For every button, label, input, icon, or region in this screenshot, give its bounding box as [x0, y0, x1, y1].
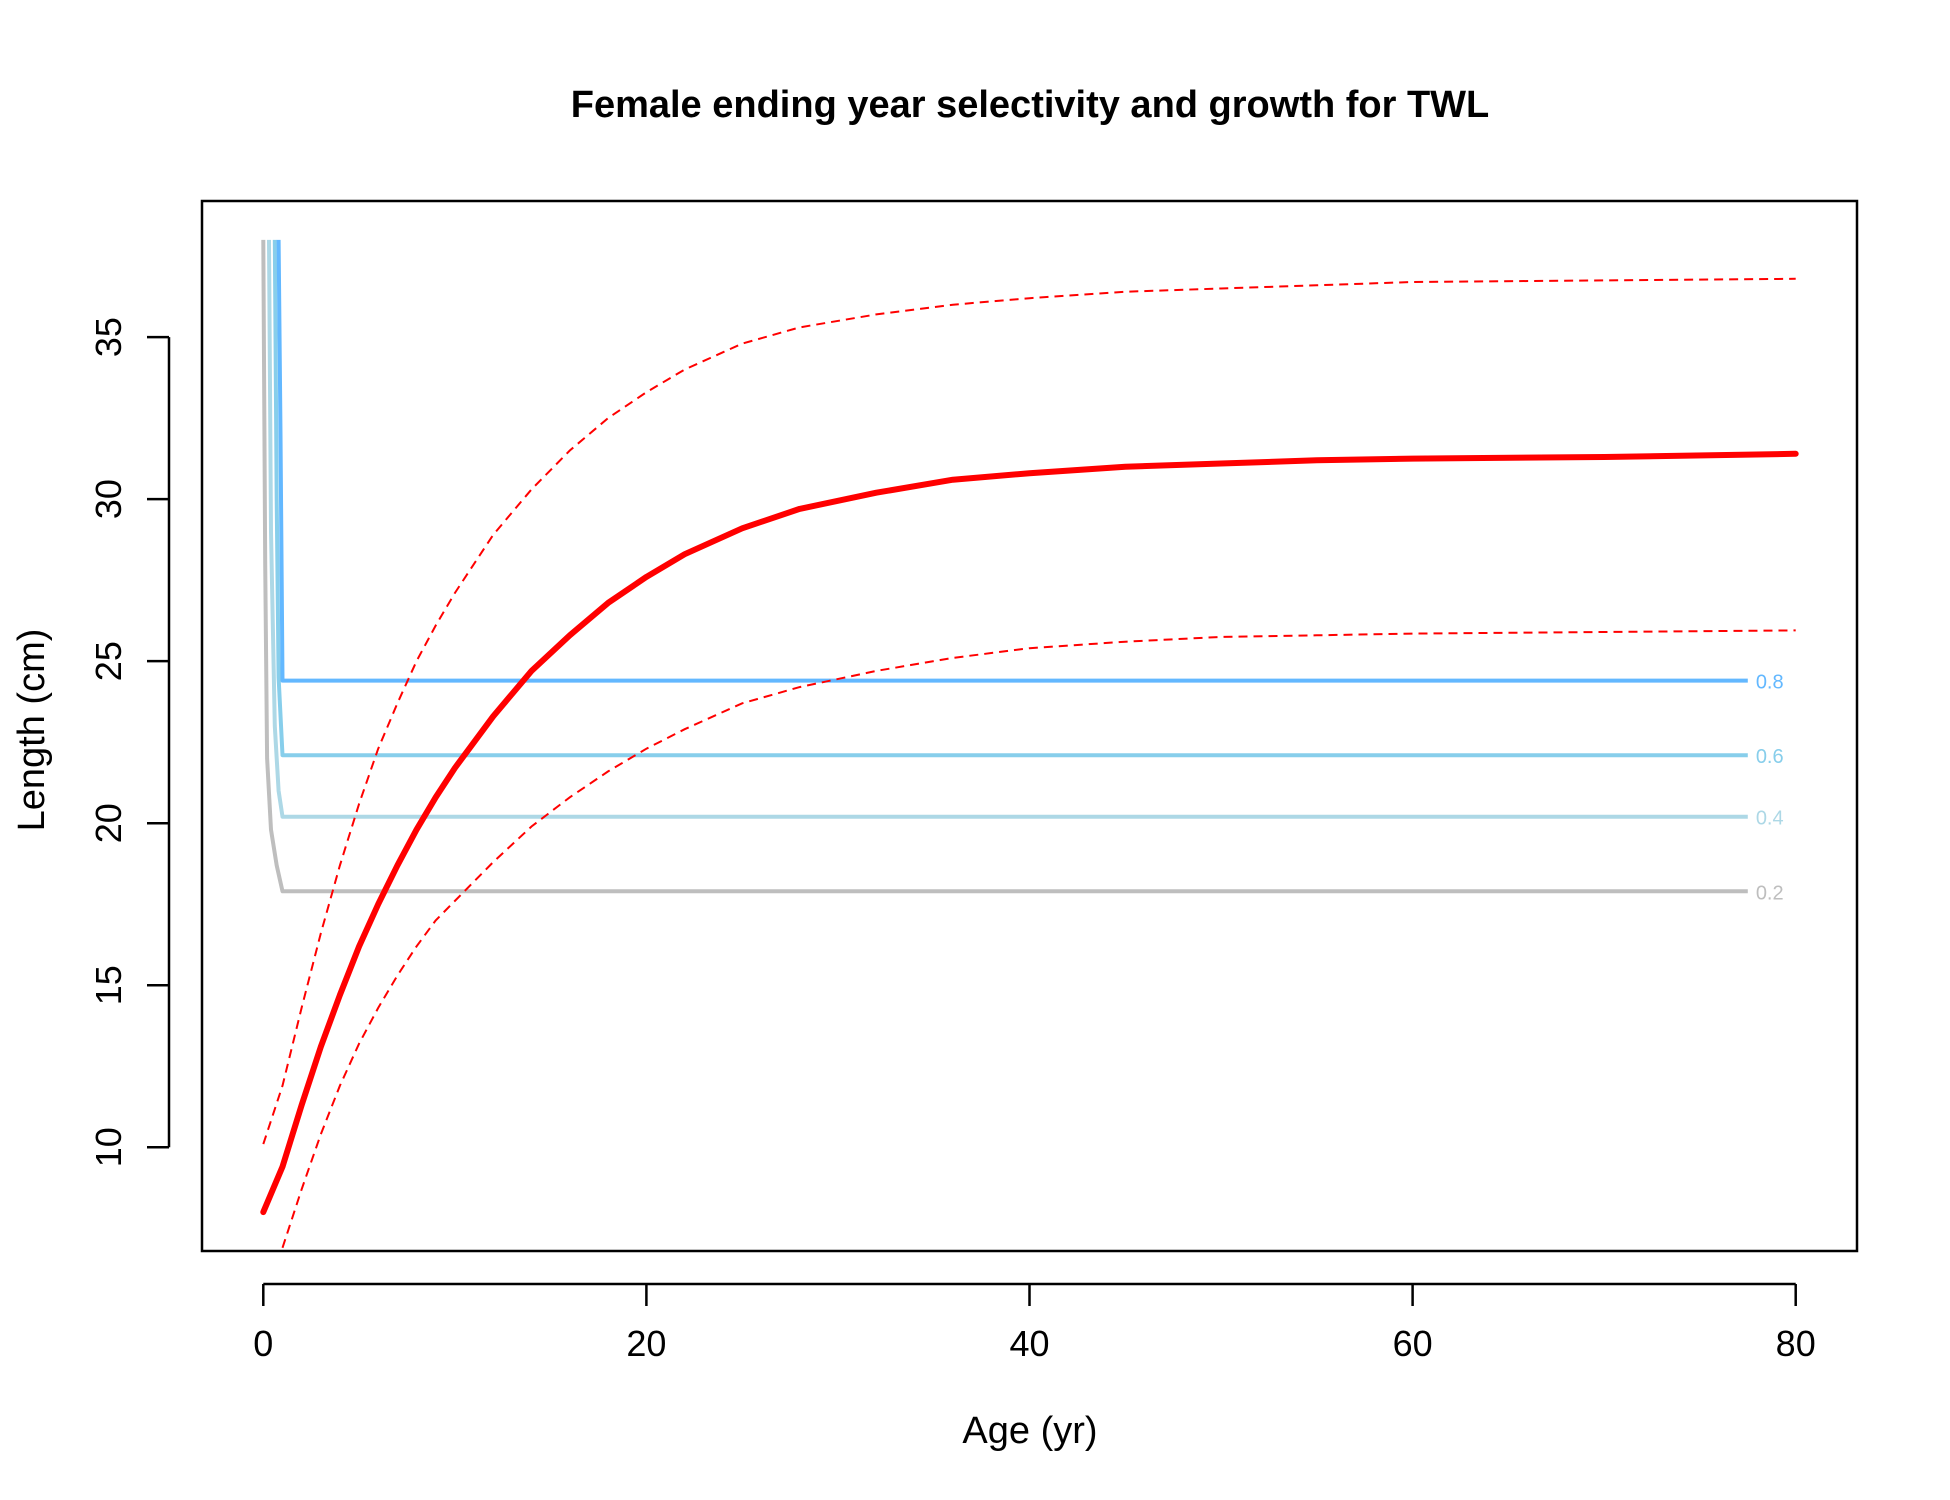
growth-mean-line [260, 450, 1799, 1216]
selectivity-contours: 0.2 0.4 0.6 0.8 [261, 239, 1784, 904]
x-tick-label-20: 20 [626, 1323, 666, 1364]
y-tick-label-25: 25 [88, 641, 129, 681]
contour-line-0.6 [272, 239, 1748, 758]
y-axis: 10 15 20 25 30 35 [88, 317, 171, 1167]
growth-curves [260, 277, 1799, 1249]
contour-line-0.2 [261, 239, 1748, 894]
x-tick-label-40: 40 [1009, 1323, 1049, 1364]
y-tick-label-20: 20 [88, 803, 129, 843]
x-axis-label: Age (yr) [962, 1410, 1097, 1452]
contour-label-0.6: 0.6 [1756, 746, 1784, 768]
growth-upper-interval [262, 277, 1796, 1145]
contour-label-0.2: 0.2 [1756, 882, 1784, 904]
contour-line-0.4 [267, 239, 1748, 819]
y-tick-label-30: 30 [88, 479, 129, 519]
plot-frame [200, 199, 1859, 1253]
chart-title: Female ending year selectivity and growt… [571, 84, 1490, 126]
y-tick-label-10: 10 [88, 1127, 129, 1167]
y-tick-label-15: 15 [88, 965, 129, 1005]
x-tick-label-0: 0 [253, 1323, 273, 1364]
contour-label-0.8: 0.8 [1756, 672, 1784, 694]
x-axis: 0 20 40 60 80 [253, 1282, 1816, 1364]
x-tick-label-80: 80 [1776, 1323, 1816, 1364]
x-tick-label-60: 60 [1393, 1323, 1433, 1364]
contour-label-0.4: 0.4 [1756, 808, 1784, 830]
growth-lower-interval [281, 629, 1796, 1249]
y-tick-label-35: 35 [88, 317, 129, 357]
y-axis-label: Length (cm) [11, 629, 53, 832]
contour-line-0.8 [276, 239, 1748, 683]
